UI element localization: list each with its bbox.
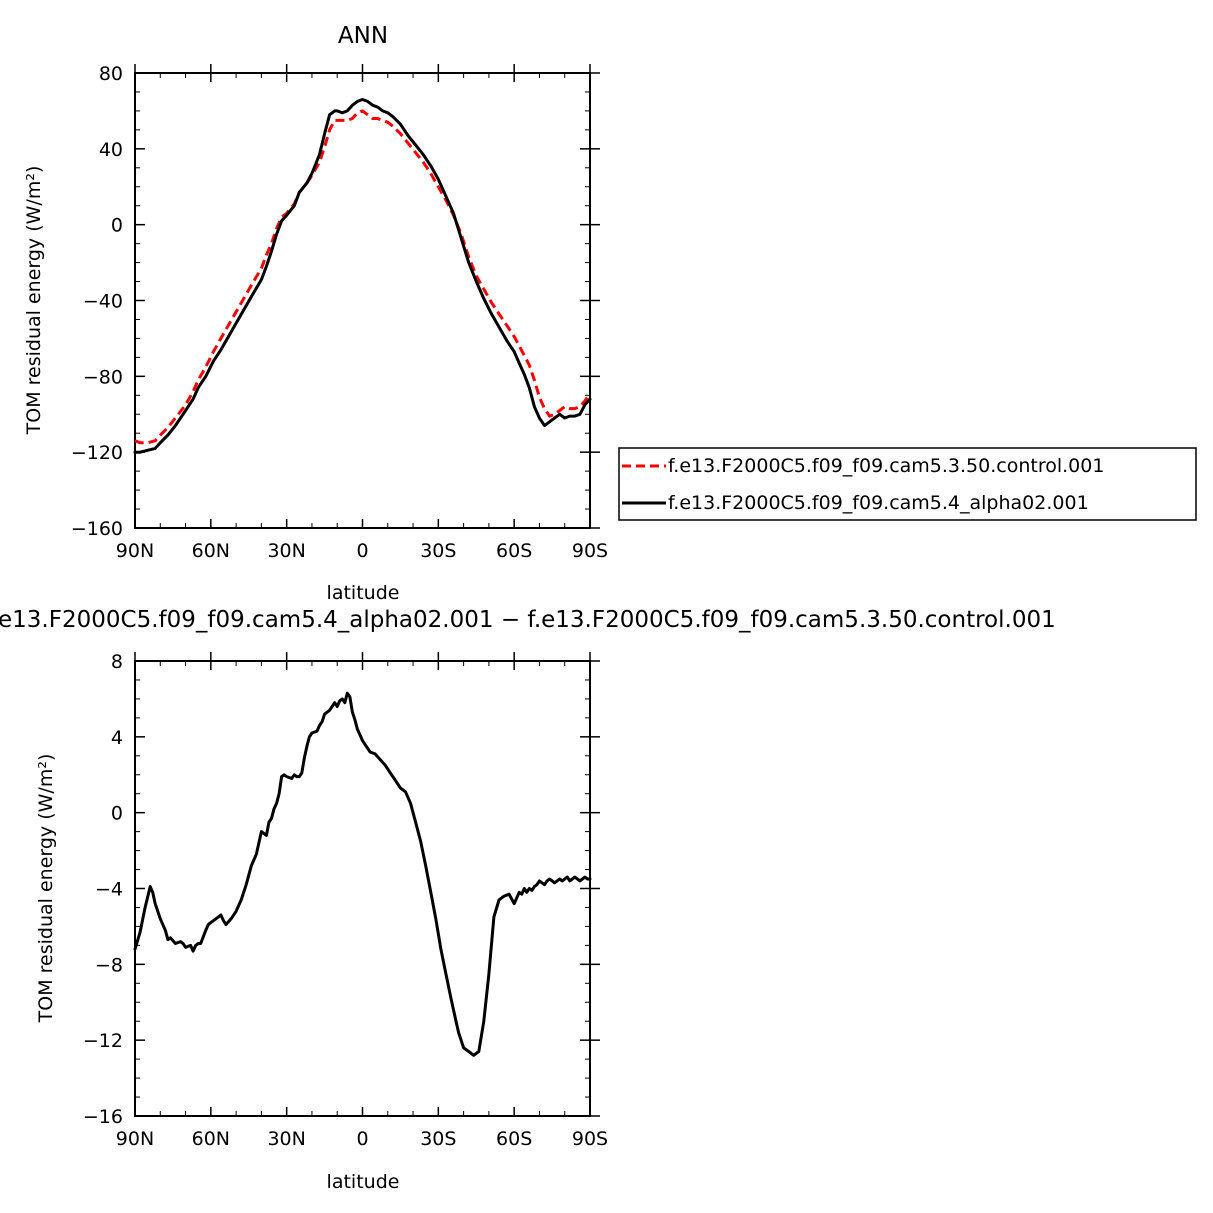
legend-box [618, 447, 1197, 521]
top-x-tick-label: 30N [267, 540, 305, 562]
top-x-tick-label: 60N [192, 540, 230, 562]
bottom-y-tick-label: 4 [111, 727, 123, 749]
top-x-tick-label: 0 [356, 540, 368, 562]
bottom-chart: f.e13.F2000C5.f09_f09.cam5.4_alpha02.001… [0, 607, 1056, 1193]
bottom-y-tick-label: −12 [83, 1030, 123, 1052]
bottom-x-tick-label: 60N [192, 1128, 230, 1150]
bottom-x-tick-label: 30N [267, 1128, 305, 1150]
bottom-y-tick-label: 8 [111, 651, 123, 673]
bottom-series-group [133, 691, 592, 1057]
top-x-tick-label: 90S [572, 540, 608, 562]
legend: f.e13.F2000C5.f09_f09.cam5.3.50.control.… [618, 447, 1197, 521]
bottom-y-axis-title: TOM residual energy (W/m²) [35, 754, 57, 1024]
bottom-axis-ticks: 90N 60N 30N 0 30S 60S 90S 8 4 0 −4 −8 −12 −16 [83, 651, 608, 1150]
bottom-x-tick-label: 30S [420, 1128, 456, 1150]
top-series-line-1 [134, 109, 592, 445]
top-y-tick-label: −40 [83, 291, 123, 313]
bottom-x-tick-label: 90S [572, 1128, 608, 1150]
top-chart: ANN 90N 60N 30N 0 30S 60S 90S 80 40 0 −40 −80 −120 −1… [23, 23, 608, 604]
top-series-line-2 [133, 98, 592, 454]
top-x-tick-label: 90N [116, 540, 154, 562]
bottom-series-line-1 [133, 691, 592, 1057]
bottom-plot-frame [134, 660, 591, 1117]
bottom-y-tick-label: −8 [95, 954, 123, 976]
top-axis-ticks: 90N 60N 30N 0 30S 60S 90S 80 40 0 −40 −80 −120 −160 [71, 63, 608, 562]
legend-label-control: f.e13.F2000C5.f09_f09.cam5.3.50.control.… [668, 455, 1104, 477]
top-x-tick-label: 30S [420, 540, 456, 562]
top-x-tick-label: 60S [496, 540, 532, 562]
top-y-tick-label: −120 [71, 442, 123, 464]
top-y-tick-label: −80 [83, 366, 123, 388]
top-plot-frame [134, 72, 591, 529]
bottom-y-tick-label: 0 [111, 803, 123, 825]
bottom-x-tick-label: 60S [496, 1128, 532, 1150]
bottom-chart-title: f.e13.F2000C5.f09_f09.cam5.4_alpha02.001… [0, 607, 1056, 633]
bottom-y-tick-label: −4 [95, 879, 123, 901]
top-series-group [133, 98, 592, 454]
top-y-axis-title: TOM residual energy (W/m²) [23, 166, 45, 436]
bottom-x-tick-label: 90N [116, 1128, 154, 1150]
top-chart-title: ANN [338, 23, 388, 49]
top-x-axis-title: latitude [327, 582, 400, 604]
bottom-x-tick-label: 0 [356, 1128, 368, 1150]
top-y-tick-label: 0 [111, 215, 123, 237]
legend-label-alpha: f.e13.F2000C5.f09_f09.cam5.4_alpha02.001 [668, 492, 1089, 514]
top-y-tick-label: 80 [99, 63, 123, 85]
top-y-tick-label: −160 [71, 518, 123, 540]
top-y-tick-label: 40 [99, 139, 123, 161]
bottom-y-tick-label: −16 [83, 1106, 123, 1128]
bottom-x-axis-title: latitude [327, 1171, 400, 1193]
